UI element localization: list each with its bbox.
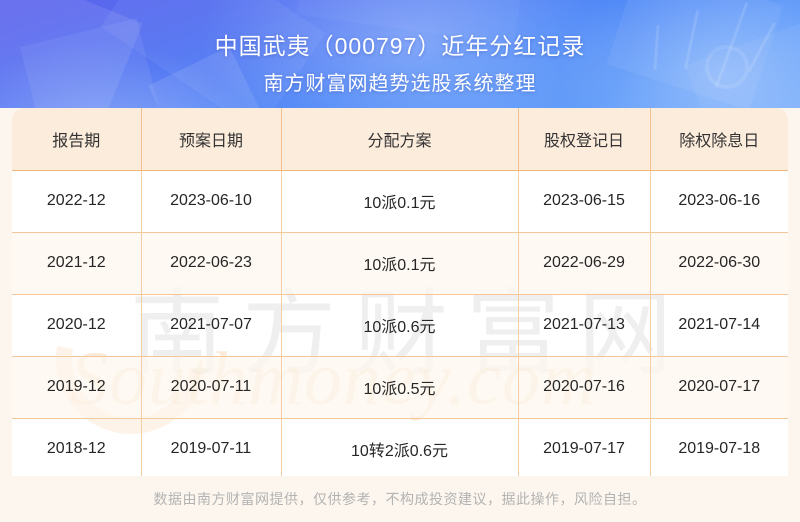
column-header-ex-dividend: 除权除息日: [650, 108, 788, 171]
cell-report-period: 2018-12: [12, 418, 142, 476]
cell-record-date: 2019-07-17: [518, 418, 651, 476]
column-header-record-date: 股权登记日: [518, 108, 651, 171]
column-header-distribution: 分配方案: [281, 108, 519, 171]
page-title: 中国武夷（000797）近年分红记录: [214, 32, 586, 59]
cell-record-date: 2021-07-13: [518, 294, 651, 357]
cell-plan-date: 2022-06-23: [141, 232, 282, 295]
cell-report-period: 2019-12: [12, 356, 142, 419]
cell-distribution: 10派0.1元: [281, 170, 519, 233]
disclaimer-text: 数据由南方财富网提供，仅供参考，不构成投资建议，据此操作，风险自担。: [153, 491, 647, 507]
table-row: 2022-12 2023-06-10 10派0.1元 2023-06-15 20…: [12, 170, 788, 233]
dividend-table-container: 南方财富网 Southmoney.com 报告期 预案日期 分配方案 股权登记日…: [12, 108, 788, 476]
cell-report-period: 2020-12: [12, 294, 142, 357]
cell-plan-date: 2023-06-10: [141, 170, 282, 233]
cell-report-period: 2021-12: [12, 232, 142, 295]
page-subtitle: 南方财富网趋势选股系统整理: [263, 72, 537, 95]
cell-plan-date: 2021-07-07: [141, 294, 282, 357]
content-sheet: 南方财富网 Southmoney.com 报告期 预案日期 分配方案 股权登记日…: [0, 108, 800, 522]
cell-ex-dividend: 2020-07-17: [650, 356, 788, 419]
cell-ex-dividend: 2019-07-18: [650, 418, 788, 476]
table-row: 2018-12 2019-07-11 10转2派0.6元 2019-07-17 …: [12, 418, 788, 476]
cell-record-date: 2020-07-16: [518, 356, 651, 419]
table-header: 报告期 预案日期 分配方案 股权登记日 除权除息日: [12, 108, 788, 171]
title-block: 中国武夷（000797）近年分红记录 南方财富网趋势选股系统整理: [0, 0, 800, 122]
dividend-table: 报告期 预案日期 分配方案 股权登记日 除权除息日 2022-12 2023-0…: [12, 108, 788, 476]
table-row: 2019-12 2020-07-11 10派0.5元 2020-07-16 20…: [12, 356, 788, 419]
column-header-plan-date: 预案日期: [141, 108, 282, 171]
table-row: 2020-12 2021-07-07 10派0.6元 2021-07-13 20…: [12, 294, 788, 357]
table-body: 2022-12 2023-06-10 10派0.1元 2023-06-15 20…: [12, 170, 788, 476]
cell-distribution: 10转2派0.6元: [281, 418, 519, 476]
banner-glow-right: [560, 0, 800, 122]
banner-glow-center: [200, 0, 630, 122]
banner-gauge-icon: [705, 45, 749, 89]
cell-ex-dividend: 2023-06-16: [650, 170, 788, 233]
cell-record-date: 2023-06-15: [518, 170, 651, 233]
cell-ex-dividend: 2021-07-14: [650, 294, 788, 357]
table-header-row: 报告期 预案日期 分配方案 股权登记日 除权除息日: [12, 108, 788, 171]
cell-distribution: 10派0.6元: [281, 294, 519, 357]
cell-distribution: 10派0.5元: [281, 356, 519, 419]
cell-report-period: 2022-12: [12, 170, 142, 233]
column-header-report-period: 报告期: [12, 108, 142, 171]
table-row: 2021-12 2022-06-23 10派0.1元 2022-06-29 20…: [12, 232, 788, 295]
cell-record-date: 2022-06-29: [518, 232, 651, 295]
cell-plan-date: 2020-07-11: [141, 356, 282, 419]
cell-distribution: 10派0.1元: [281, 232, 519, 295]
cell-ex-dividend: 2022-06-30: [650, 232, 788, 295]
cell-plan-date: 2019-07-11: [141, 418, 282, 476]
